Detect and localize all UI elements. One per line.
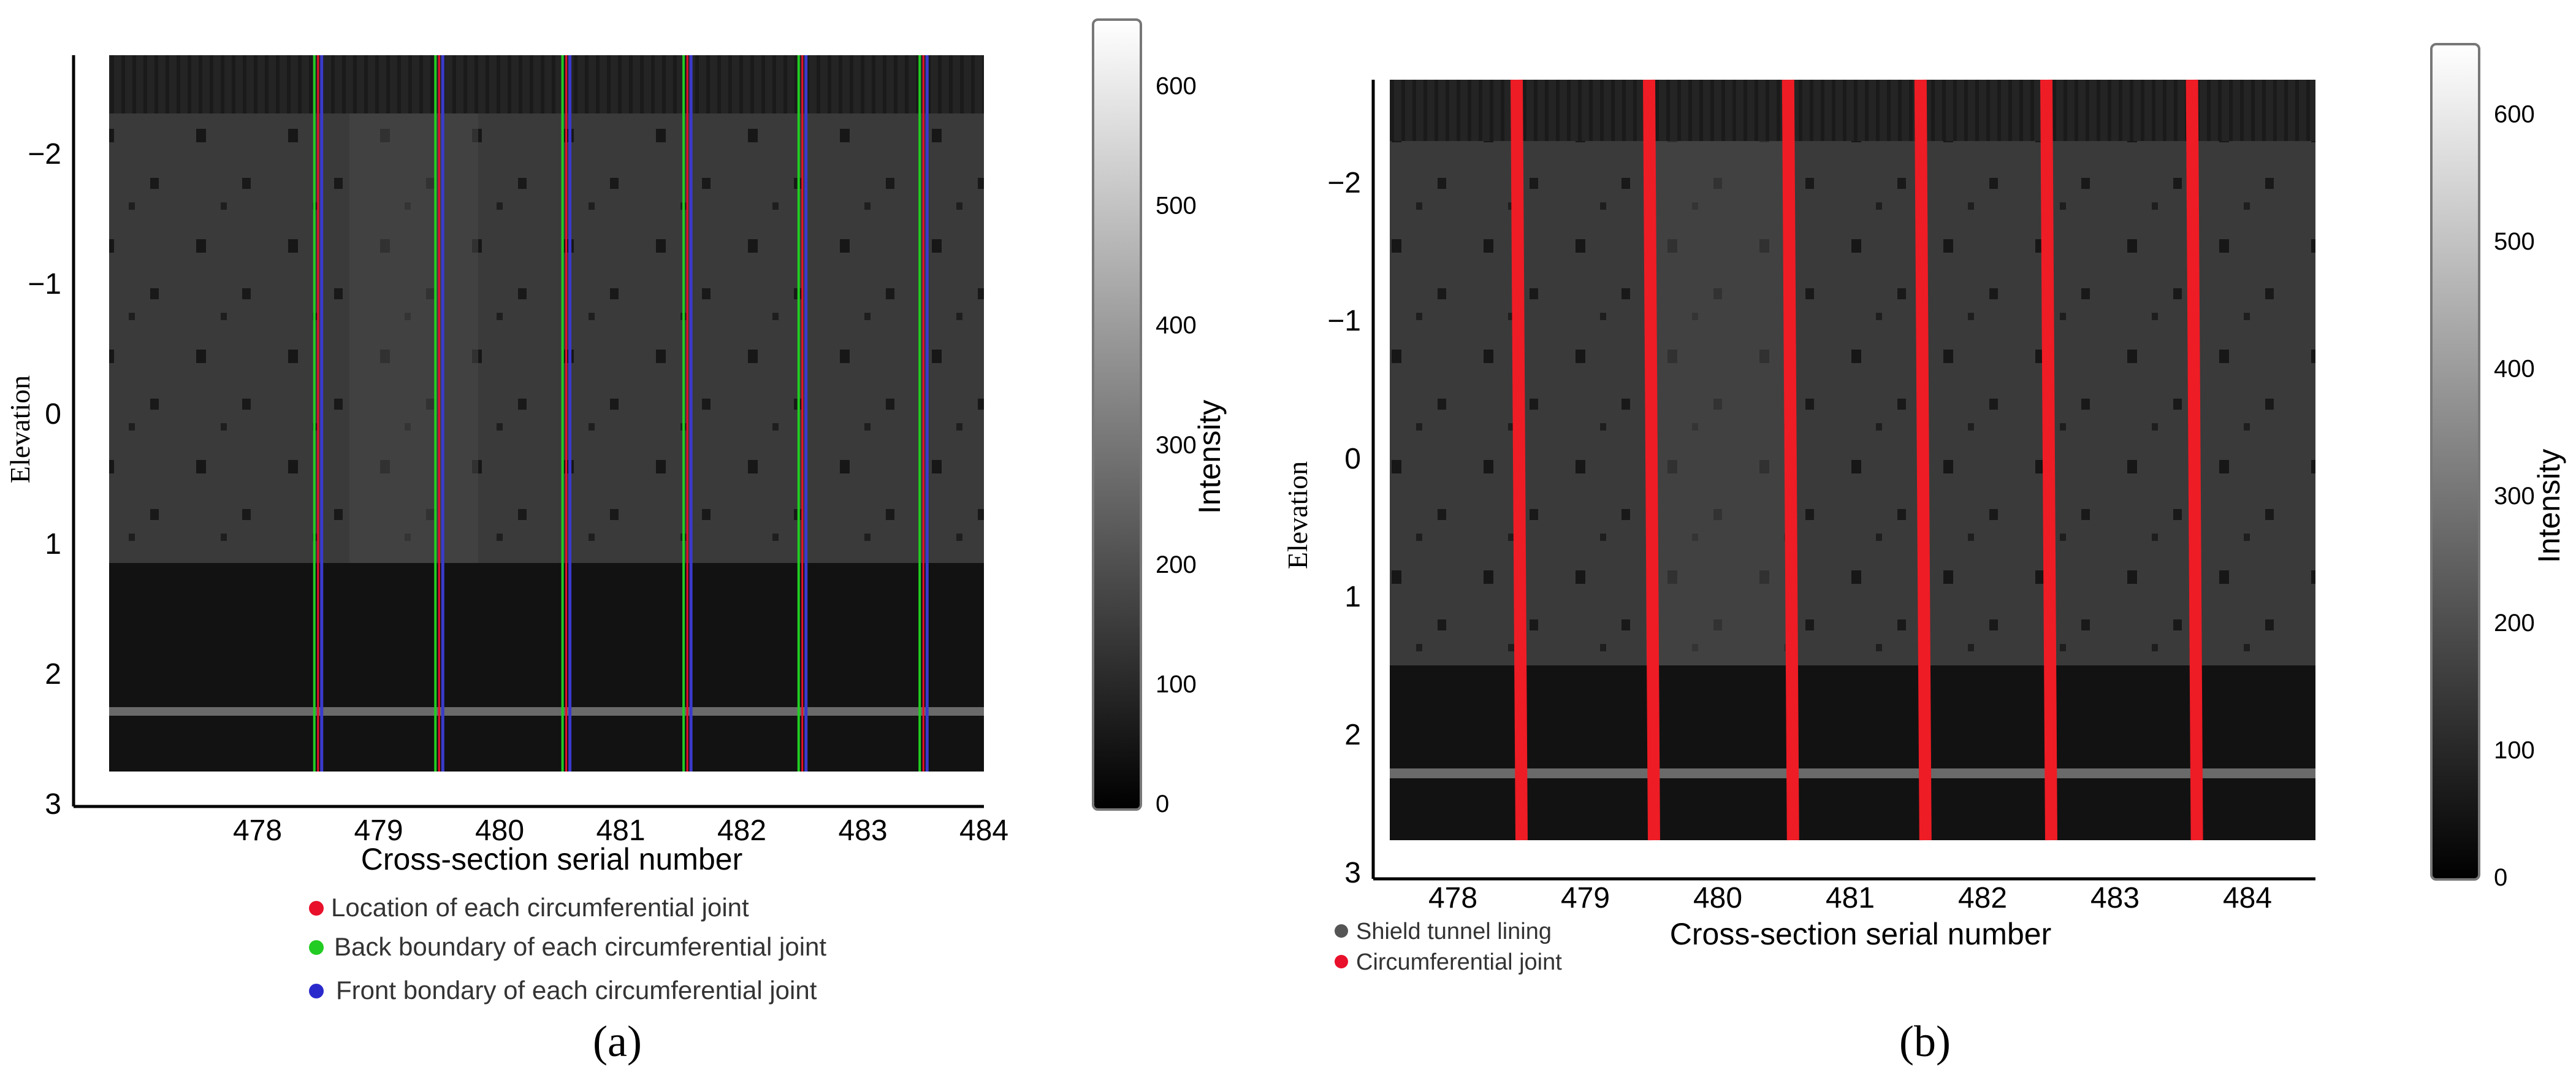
colorbar: 0 100 200 300 400 500 600 Intensity — [2430, 43, 2566, 891]
joint-line — [1781, 79, 1799, 841]
legend-item: Circumferential joint — [1335, 949, 1562, 975]
x-tick-label: 483 — [2090, 882, 2140, 914]
legend: Shield tunnel lining Circumferential joi… — [1335, 919, 1562, 975]
x-tick-label: 481 — [1826, 882, 1875, 914]
heatmap-image — [109, 55, 984, 772]
y-axis-label: Elevation — [4, 375, 36, 483]
y-tick-label: −1 — [1327, 305, 1361, 337]
x-axis-label: Cross-section serial number — [1670, 917, 2051, 951]
legend-marker — [1335, 924, 1348, 938]
colorbar-tick-label: 500 — [2494, 228, 2535, 255]
y-tick-label: −2 — [1327, 167, 1361, 199]
x-tick-labels: 478 479 480 481 482 483 484 — [233, 814, 1008, 847]
x-tick-label: 480 — [1693, 882, 1742, 914]
colorbar-tick-label: 300 — [1156, 432, 1197, 459]
legend-label: Circumferential joint — [1356, 949, 1562, 975]
y-tick-label: 1 — [1344, 581, 1361, 613]
joint-lines — [313, 55, 929, 772]
x-tick-label: 480 — [475, 814, 524, 847]
x-tick-label: 484 — [2223, 882, 2272, 914]
joint-line — [2185, 79, 2203, 841]
legend-label: Front bondary of each circumferential jo… — [336, 976, 817, 1005]
colorbar-tick-label: 200 — [1156, 551, 1197, 578]
x-tick-label: 483 — [838, 814, 887, 847]
legend-label: Location of each circumferential joint — [331, 893, 749, 922]
colorbar-tick-label: 0 — [1156, 791, 1169, 818]
panel-a: −2 −1 0 1 2 3 478 479 480 481 482 483 484 Elevation… — [4, 18, 1227, 1066]
colorbar-tick-label: 500 — [1156, 193, 1197, 220]
plot-axes — [1371, 80, 2315, 881]
plot-axes — [72, 55, 984, 808]
colorbar-label: Intensity — [1192, 400, 1227, 514]
y-tick-label: 1 — [45, 528, 61, 561]
y-tick-label: 3 — [45, 788, 61, 821]
legend-marker — [1335, 955, 1348, 968]
colorbar: 0 100 200 300 400 500 600 Intensity — [1092, 18, 1227, 818]
legend-marker — [309, 901, 324, 916]
colorbar-tick-label: 100 — [1156, 671, 1197, 698]
y-axis-label: Elevation — [1282, 461, 1313, 569]
x-tick-label: 481 — [596, 814, 645, 847]
heatmap-image — [1390, 80, 2315, 840]
colorbar-label: Intensity — [2532, 449, 2566, 563]
legend: Location of each circumferential joint B… — [309, 893, 826, 1005]
y-tick-label: 3 — [1344, 857, 1361, 889]
x-tick-label: 482 — [717, 814, 766, 847]
legend-label: Back boundary of each circumferential jo… — [334, 932, 826, 961]
y-tick-labels: −2 −1 0 1 2 3 — [1327, 167, 1361, 889]
x-tick-label: 479 — [354, 814, 403, 847]
legend-marker — [309, 984, 324, 998]
colorbar-tick-label: 400 — [1156, 312, 1197, 339]
joint-lines — [1511, 79, 2203, 841]
colorbar-tick-label: 200 — [2494, 610, 2535, 637]
legend-item: Front bondary of each circumferential jo… — [309, 976, 817, 1005]
panel-tag: (b) — [1899, 1017, 1951, 1066]
colorbar-tick-label: 0 — [2494, 864, 2507, 891]
y-tick-label: 0 — [1344, 443, 1361, 475]
panel-tag: (a) — [593, 1017, 642, 1066]
panel-b: −2 −1 0 1 2 3 478 479 480 481 482 483 484 Elevation… — [1282, 43, 2566, 1066]
colorbar-tick-label: 100 — [2494, 737, 2535, 764]
legend-item: Back boundary of each circumferential jo… — [309, 932, 826, 961]
joint-line — [1511, 79, 1528, 841]
x-tick-label: 482 — [1958, 882, 2007, 914]
colorbar-tick-labels: 0 100 200 300 400 500 600 — [2494, 101, 2535, 891]
colorbar-tick-labels: 0 100 200 300 400 500 600 — [1156, 73, 1197, 818]
x-tick-label: 478 — [233, 814, 282, 847]
legend-item: Shield tunnel lining — [1335, 919, 1552, 944]
y-tick-label: 0 — [45, 398, 61, 431]
colorbar-tick-label: 400 — [2494, 355, 2535, 382]
x-tick-label: 479 — [1561, 882, 1610, 914]
colorbar-tick-label: 600 — [2494, 101, 2535, 128]
colorbar-tick-label: 300 — [2494, 483, 2535, 510]
y-tick-label: 2 — [45, 658, 61, 691]
x-axis-label: Cross-section serial number — [361, 842, 742, 876]
y-tick-label: −1 — [28, 268, 61, 301]
joint-line — [1914, 79, 1932, 841]
y-tick-labels: −2 −1 0 1 2 3 — [28, 138, 61, 821]
x-tick-label: 478 — [1428, 882, 1477, 914]
joint-line — [1643, 79, 1660, 841]
x-tick-labels: 478 479 480 481 482 483 484 — [1428, 882, 2272, 914]
legend-label: Shield tunnel lining — [1356, 919, 1552, 944]
x-tick-label: 484 — [959, 814, 1008, 847]
colorbar-tick-label: 600 — [1156, 73, 1197, 100]
legend-item: Location of each circumferential joint — [309, 893, 749, 922]
y-tick-label: −2 — [28, 138, 61, 170]
legend-marker — [309, 940, 324, 955]
joint-line — [2040, 79, 2057, 841]
y-tick-label: 2 — [1344, 719, 1361, 751]
